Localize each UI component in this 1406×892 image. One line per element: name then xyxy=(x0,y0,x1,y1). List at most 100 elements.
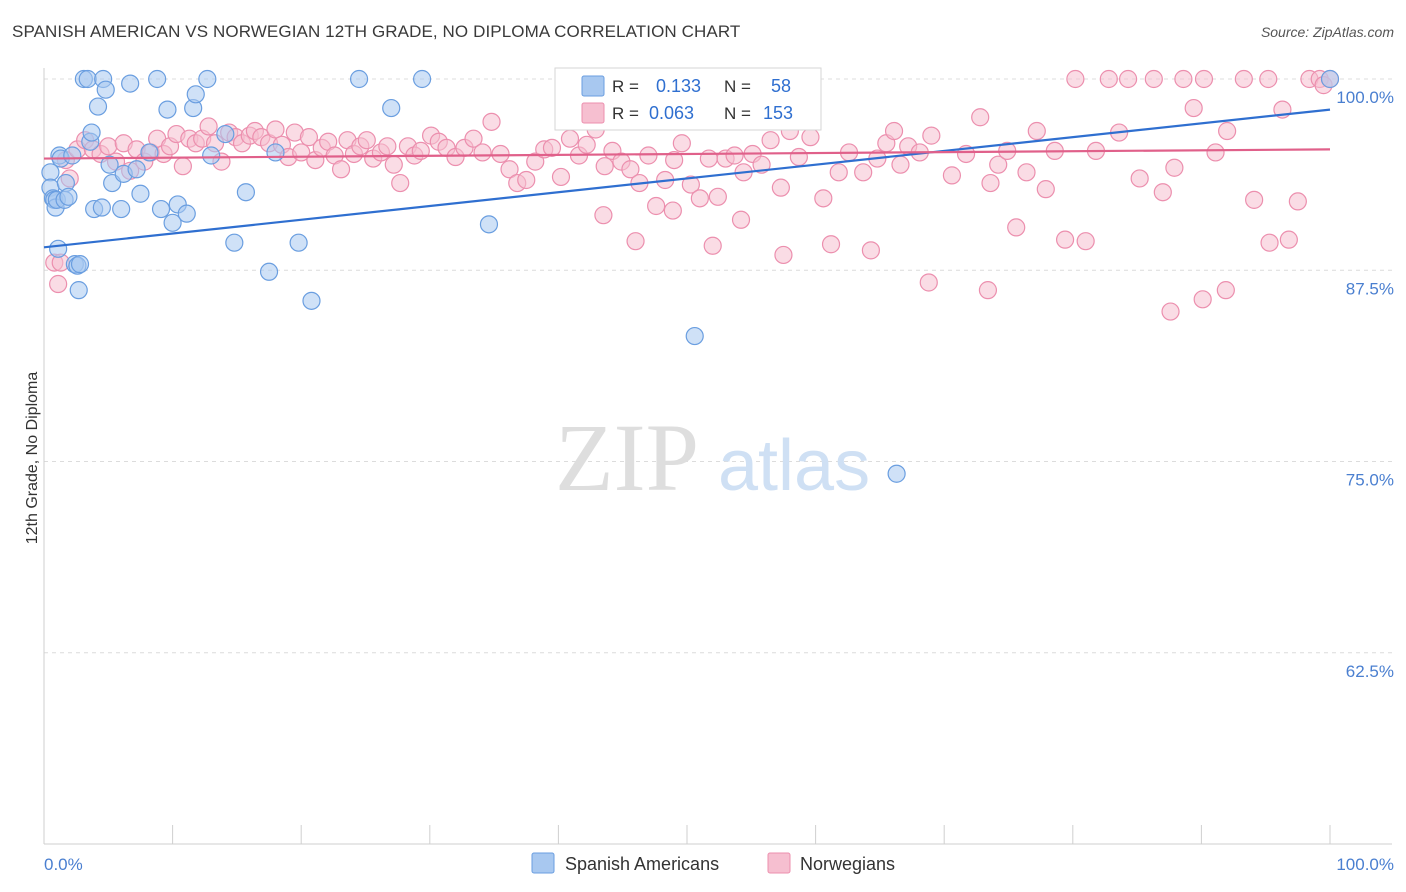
spanish-americans-point xyxy=(96,80,115,99)
norwegians-point xyxy=(731,210,751,229)
bottom-legend-swatch-blue xyxy=(531,852,555,874)
norwegians-point xyxy=(821,235,841,254)
norwegians-point xyxy=(1218,121,1237,141)
norwegians-point xyxy=(1017,163,1036,182)
norwegians-point xyxy=(1153,183,1172,202)
norwegians-point xyxy=(774,245,793,265)
legend-n-label-1: N = xyxy=(724,77,751,96)
norwegians-point xyxy=(1066,69,1085,89)
norwegians-point xyxy=(801,128,820,147)
norwegians-point xyxy=(1144,69,1163,89)
spanish-americans-point xyxy=(148,69,167,89)
norwegians-point xyxy=(595,157,614,176)
norwegians-point xyxy=(1234,69,1253,89)
spanish-americans-trend-line xyxy=(43,108,1331,249)
spanish-americans-point xyxy=(158,100,177,119)
norwegians-point xyxy=(1007,218,1026,237)
bottom-legend: Spanish Americans Norwegians xyxy=(531,852,895,874)
norwegians-point xyxy=(266,120,285,139)
spanish-americans-point xyxy=(163,213,182,232)
norwegians-point xyxy=(978,281,998,300)
norwegians-point xyxy=(517,170,536,190)
spanish-americans-point xyxy=(70,255,90,274)
spanish-americans-point xyxy=(266,143,285,162)
norwegians-point xyxy=(922,126,941,145)
spanish-americans-point xyxy=(236,183,256,202)
spanish-americans-point xyxy=(216,124,235,144)
norwegians-point xyxy=(1193,290,1212,309)
x-tick-label: 100.0% xyxy=(1336,855,1394,874)
norwegians-points xyxy=(45,69,1340,321)
norwegians-point xyxy=(1216,281,1235,300)
norwegians-point xyxy=(491,144,510,164)
legend-swatch-blue xyxy=(581,75,605,97)
norwegians-point xyxy=(621,160,640,179)
norwegians-point xyxy=(891,155,910,174)
norwegians-point xyxy=(1027,121,1046,141)
norwegians-point xyxy=(703,236,722,255)
norwegians-point xyxy=(672,134,691,153)
spanish-americans-point xyxy=(382,98,401,118)
spanish-americans-point xyxy=(49,239,68,258)
spanish-americans-point xyxy=(202,146,221,165)
norwegians-point xyxy=(1279,230,1298,249)
norwegians-point xyxy=(681,175,700,194)
norwegians-point xyxy=(331,160,351,179)
legend-r-label-2: R = xyxy=(612,104,639,123)
spanish-americans-point xyxy=(131,184,150,203)
norwegians-point xyxy=(626,232,645,251)
norwegians-point xyxy=(789,147,808,167)
spanish-americans-point xyxy=(63,146,82,165)
spanish-americans-point xyxy=(69,281,88,300)
watermark-atlas: atlas xyxy=(718,426,870,506)
norwegians-point xyxy=(1099,69,1118,89)
spanish-americans-point xyxy=(82,123,101,142)
legend-n-label-2: N = xyxy=(724,104,751,123)
norwegians-point xyxy=(1184,98,1203,118)
y-tick-label: 75.0% xyxy=(1346,471,1394,490)
spanish-americans-point xyxy=(479,215,499,234)
bottom-legend-label-norwegians: Norwegians xyxy=(800,854,895,874)
norwegians-point xyxy=(1245,190,1264,209)
norwegians-point xyxy=(464,129,483,148)
norwegians-point xyxy=(560,129,580,148)
spanish-americans-points xyxy=(41,69,1340,483)
spanish-americans-point xyxy=(198,69,217,89)
norwegians-point xyxy=(500,160,519,179)
legend-r-value-1: 0.133 xyxy=(656,76,701,96)
spanish-americans-point xyxy=(186,85,205,104)
norwegians-point xyxy=(639,146,658,165)
norwegians-point xyxy=(663,201,682,220)
spanish-americans-point xyxy=(1320,69,1340,89)
norwegians-point xyxy=(971,108,990,127)
spanish-americans-point xyxy=(59,187,78,206)
norwegians-point xyxy=(665,150,684,170)
spanish-americans-point xyxy=(225,233,244,252)
norwegians-point xyxy=(1055,230,1075,249)
norwegians-point xyxy=(690,189,709,208)
norwegians-point xyxy=(526,152,545,171)
norwegians-point xyxy=(473,143,492,162)
norwegians-point xyxy=(49,274,68,294)
norwegians-point xyxy=(299,128,319,147)
norwegians-point xyxy=(551,167,571,187)
norwegians-point xyxy=(1260,233,1279,252)
norwegians-point xyxy=(1288,192,1307,211)
watermark-zip: ZIP xyxy=(555,404,699,511)
norwegians-point xyxy=(1194,69,1214,89)
legend-r-label-1: R = xyxy=(612,77,639,96)
legend-box: R = 0.133 N = 58 R = 0.063 N = 153 xyxy=(554,67,822,131)
norwegians-point xyxy=(1036,180,1055,199)
norwegians-point xyxy=(173,157,192,176)
bottom-legend-swatch-pink xyxy=(767,852,791,874)
spanish-americans-point xyxy=(177,204,196,223)
norwegians-point xyxy=(919,273,938,292)
norwegians-point xyxy=(357,131,376,150)
norwegians-point xyxy=(829,163,848,182)
legend-n-value-1: 58 xyxy=(771,76,791,96)
norwegians-point xyxy=(1076,232,1095,251)
norwegians-point xyxy=(1118,69,1138,89)
spanish-americans-point xyxy=(151,199,171,219)
grid-lines xyxy=(44,78,1392,654)
